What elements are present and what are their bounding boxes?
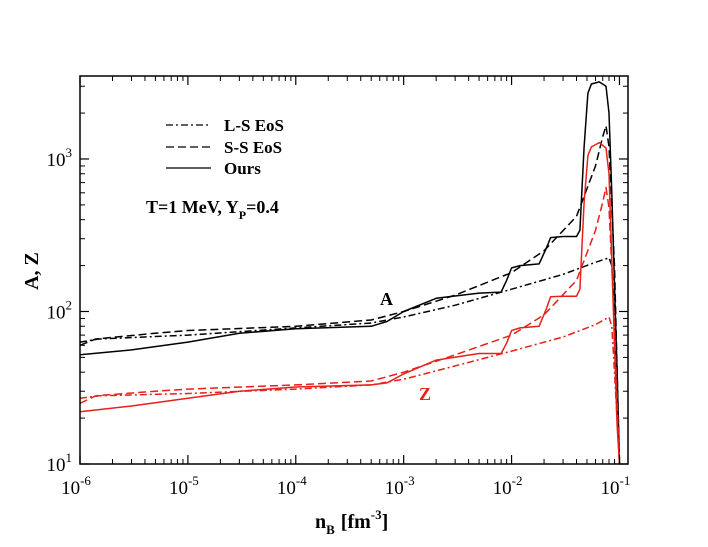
legend-label-ss: S-S EoS	[224, 138, 282, 157]
x-tick-label-3: 10-3	[385, 473, 415, 499]
ticks-layer: 10-6 10-5 10-4 10-3 10-2 10-1 101 102 103	[47, 76, 631, 499]
series-line-z-solid-5	[80, 141, 621, 464]
series-line-a-dash-1	[80, 125, 621, 464]
condition-tail: =0.4	[246, 197, 279, 217]
x-tick-label-5: 10-1	[601, 473, 631, 499]
y-tick-label-2: 103	[47, 145, 73, 171]
x-axis-label: nB [fm-3]	[315, 507, 388, 537]
x-tick-label-2: 10-4	[277, 473, 307, 499]
legend: L-S EoS S-S EoS Ours	[166, 116, 284, 178]
condition-sub: P	[239, 208, 246, 222]
condition-main: T=1 MeV, Y	[146, 197, 239, 217]
x-axis-label-unit: [fm	[341, 511, 371, 533]
series-line-z-dashdot-3	[80, 316, 621, 464]
y-axis-label: A, Z	[21, 252, 43, 290]
x-axis-label-sub: B	[326, 522, 335, 537]
label-A: A	[380, 289, 393, 309]
series-line-z-dash-4	[80, 186, 621, 464]
x-tick-label-0: 10-6	[61, 473, 91, 499]
legend-label-ours: Ours	[224, 159, 261, 178]
series-line-a-dashdot-0	[80, 257, 621, 464]
y-tick-label-0: 101	[47, 450, 73, 476]
x-axis-label-main: n	[315, 511, 326, 533]
x-axis-label-unit-sup: -3	[371, 507, 382, 522]
series-layer	[80, 81, 621, 464]
series-line-a-solid-2	[80, 81, 621, 464]
x-axis-label-unit-close: ]	[382, 511, 389, 533]
x-tick-label-1: 10-5	[169, 473, 199, 499]
legend-label-ls: L-S EoS	[224, 116, 284, 135]
x-tick-label-4: 10-2	[493, 473, 523, 499]
plot-frame	[79, 75, 629, 465]
y-tick-label-1: 102	[47, 297, 73, 323]
label-Z: Z	[419, 384, 431, 404]
condition-annotation: T=1 MeV, YP=0.4	[146, 197, 279, 222]
